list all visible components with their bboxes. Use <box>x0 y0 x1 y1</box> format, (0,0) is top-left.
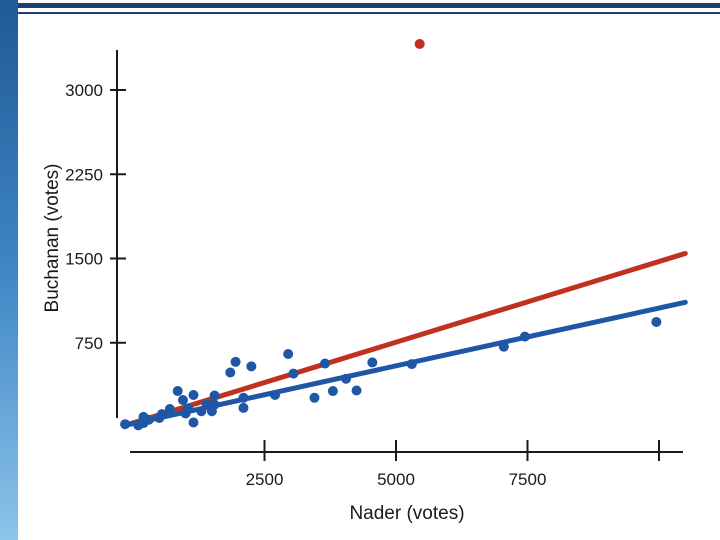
data-point <box>225 367 236 378</box>
data-point <box>309 392 320 403</box>
data-point <box>230 356 241 367</box>
data-point <box>288 368 299 379</box>
data-point <box>172 386 183 397</box>
x-axis-title: Nader (votes) <box>349 503 464 524</box>
data-point <box>414 38 425 49</box>
data-point <box>406 359 417 370</box>
data-point <box>341 373 352 384</box>
x-tick-label: 2500 <box>246 470 284 489</box>
data-point <box>138 411 149 422</box>
data-point <box>120 419 131 430</box>
x-tick-label: 7500 <box>509 470 547 489</box>
data-point <box>156 409 167 420</box>
data-point <box>188 389 199 400</box>
chart-axes <box>110 50 683 461</box>
y-tick-label: 3000 <box>65 81 103 100</box>
data-point <box>177 395 188 406</box>
data-points <box>120 38 662 431</box>
data-point <box>196 406 207 417</box>
data-point <box>498 341 509 352</box>
data-point <box>188 417 199 428</box>
slide-top-rule-thin <box>18 12 720 14</box>
regression-line <box>122 250 688 428</box>
data-point <box>164 404 175 415</box>
slide-side-bar <box>0 0 18 540</box>
data-point <box>209 399 220 410</box>
data-point <box>201 399 212 410</box>
data-point <box>319 358 330 369</box>
data-point <box>519 331 530 342</box>
data-point <box>283 348 294 359</box>
data-point <box>209 390 220 401</box>
data-point <box>270 389 281 400</box>
data-point <box>183 403 194 414</box>
data-point <box>238 402 249 413</box>
data-point <box>238 392 249 403</box>
y-axis-title: Buchanan (votes) <box>42 164 63 313</box>
y-tick-label: 2250 <box>65 165 103 184</box>
x-tick-label: 5000 <box>377 470 415 489</box>
y-tick-label: 1500 <box>65 250 103 269</box>
data-point <box>367 357 378 368</box>
data-point <box>246 361 257 372</box>
data-point <box>351 385 362 396</box>
slide-top-rule <box>18 3 720 8</box>
data-point <box>651 316 662 327</box>
tick-labels: 750 1500 2250 3000 2500 5000 7500 <box>65 81 546 489</box>
y-tick-label: 750 <box>75 334 103 353</box>
data-point <box>327 386 338 397</box>
regression-lines <box>122 250 688 428</box>
